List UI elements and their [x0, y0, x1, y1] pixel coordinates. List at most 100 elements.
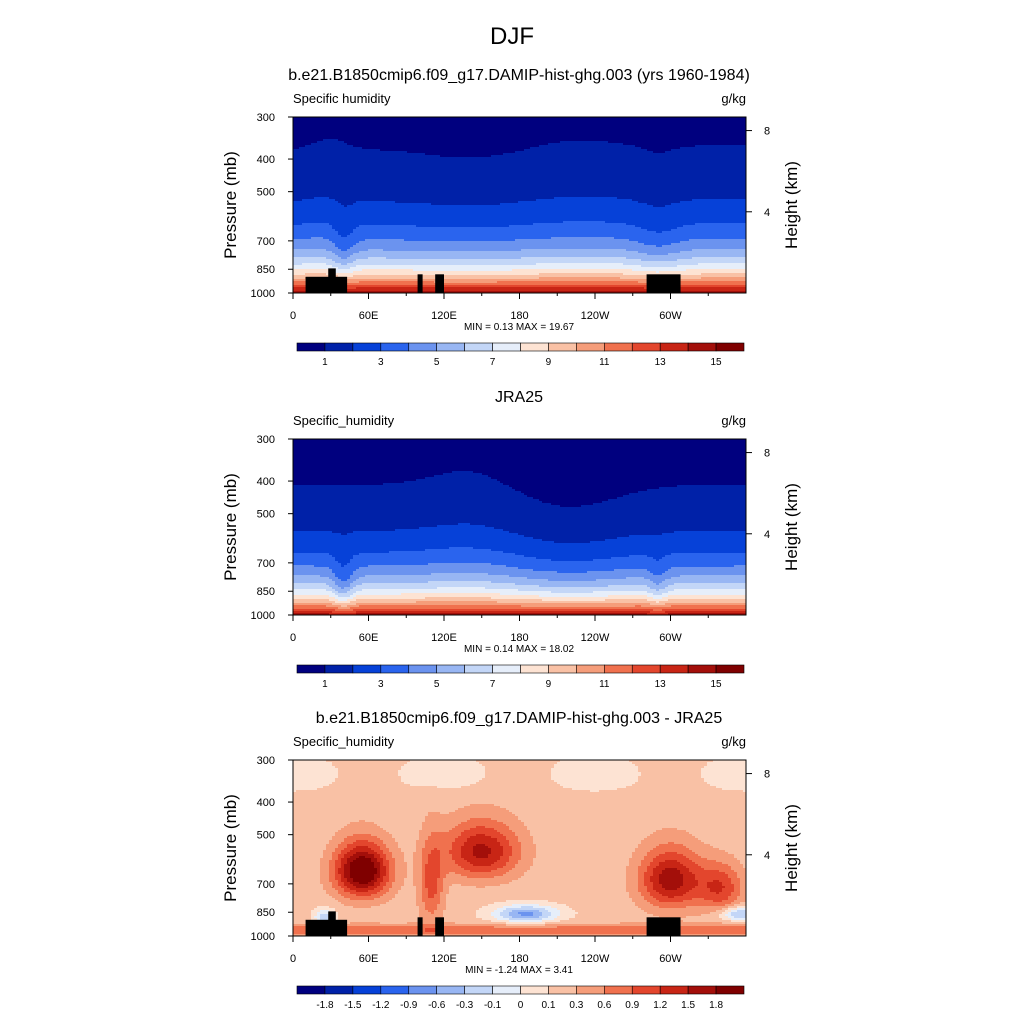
field-cell	[338, 255, 351, 258]
field-cell	[302, 199, 336, 202]
field-cell	[572, 908, 642, 911]
field-cell	[500, 914, 510, 917]
field-cell	[437, 880, 444, 883]
field-cell	[413, 866, 423, 869]
field-cell	[734, 884, 741, 887]
field-cell	[293, 876, 321, 879]
field-cell	[293, 611, 333, 614]
field-cell	[731, 866, 744, 869]
field-cell	[341, 864, 345, 867]
field-cell	[344, 888, 351, 891]
field-cell	[341, 866, 345, 869]
field-cell	[653, 896, 669, 899]
field-cell	[608, 499, 747, 502]
field-cell	[434, 281, 498, 284]
field-cell	[293, 828, 342, 831]
field-cell	[293, 267, 339, 270]
field-cell	[359, 251, 639, 254]
field-cell	[344, 840, 357, 843]
field-cell	[530, 147, 642, 150]
field-cell	[422, 824, 459, 827]
field-cell	[344, 205, 348, 208]
field-cell	[713, 900, 723, 903]
field-cell	[404, 882, 414, 885]
field-cell	[422, 894, 429, 897]
field-cell	[329, 599, 339, 602]
field-cell	[329, 876, 336, 879]
field-cell	[389, 890, 399, 893]
field-cell	[335, 888, 345, 891]
field-cell	[293, 251, 333, 254]
field-cell	[293, 517, 747, 520]
field-cell	[404, 880, 414, 883]
field-cell	[293, 231, 339, 234]
field-cell	[638, 241, 681, 244]
field-cell	[473, 846, 489, 849]
field-cell	[293, 770, 339, 773]
field-cell	[401, 886, 417, 889]
field-cell	[350, 595, 357, 598]
field-cell	[383, 858, 387, 861]
field-cell	[383, 878, 390, 881]
field-cell	[392, 852, 405, 855]
field-cell	[347, 878, 354, 881]
variable-label: Specific_humidity	[293, 734, 395, 749]
field-cell	[539, 499, 609, 502]
field-cell	[731, 902, 741, 905]
y-tick-label: 850	[257, 586, 275, 598]
field-cell	[293, 609, 336, 612]
units-label: g/kg	[721, 91, 746, 106]
colorbar-box	[604, 664, 633, 674]
field-cell	[320, 858, 333, 861]
field-cell	[656, 245, 663, 248]
field-cell	[461, 848, 474, 851]
field-cell	[293, 834, 336, 837]
field-cell	[380, 149, 525, 152]
field-cell	[599, 790, 744, 793]
field-cell	[338, 561, 351, 564]
field-cell	[422, 896, 429, 899]
field-cell	[422, 848, 435, 851]
field-cell	[386, 902, 417, 905]
field-cell	[332, 227, 357, 230]
field-cell	[293, 549, 426, 552]
field-cell	[395, 858, 405, 861]
field-cell	[551, 770, 639, 773]
field-cell	[293, 930, 426, 933]
field-cell	[644, 577, 672, 580]
field-cell	[425, 904, 438, 907]
field-cell	[347, 263, 537, 266]
colorbar-box	[604, 342, 633, 352]
field-cell	[617, 197, 747, 200]
field-cell	[344, 854, 354, 857]
field-cell	[659, 880, 684, 883]
field-cell	[401, 778, 483, 781]
field-cell	[629, 896, 645, 899]
field-cell	[293, 886, 324, 889]
field-cell	[623, 263, 699, 266]
field-cell	[335, 575, 351, 578]
field-cell	[350, 247, 747, 250]
field-cell	[326, 605, 342, 608]
field-cell	[728, 906, 738, 909]
field-cell	[521, 858, 534, 861]
field-cell	[515, 864, 534, 867]
field-cell	[344, 870, 351, 873]
colorbar-label: -0.6	[428, 1000, 446, 1011]
field-cell	[659, 854, 684, 857]
field-cell	[509, 826, 528, 829]
field-cell	[335, 597, 354, 600]
field-cell	[353, 261, 747, 264]
field-cell	[677, 868, 690, 871]
field-cell	[338, 854, 345, 857]
field-cell	[440, 900, 447, 903]
field-cell	[659, 601, 747, 604]
field-cell	[482, 906, 504, 909]
field-cell	[680, 862, 696, 865]
field-cell	[560, 912, 579, 915]
field-cell	[425, 549, 492, 552]
field-cell	[725, 910, 732, 913]
field-cell	[686, 906, 729, 909]
field-cell	[452, 848, 462, 851]
field-cell	[335, 593, 354, 596]
